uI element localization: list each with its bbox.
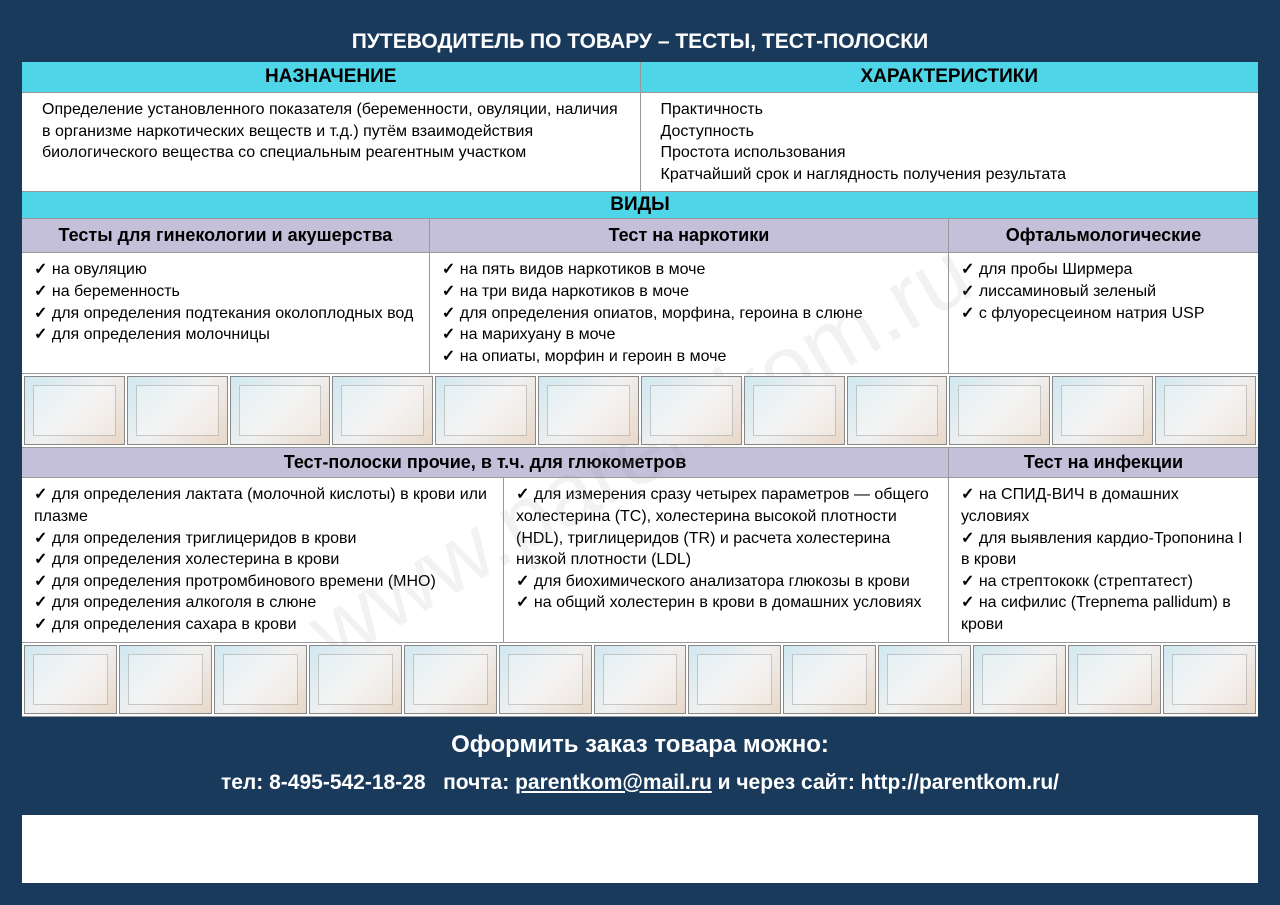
header-ophthal: Офтальмологические xyxy=(949,219,1258,252)
page-container: www.parentkom.ru ПУТЕВОДИТЕЛЬ ПО ТОВАРУ … xyxy=(0,0,1280,905)
product-thumbnail xyxy=(230,376,331,445)
product-thumbnail xyxy=(1155,376,1256,445)
product-image-strip-1 xyxy=(22,374,1258,448)
top-header-row: НАЗНАЧЕНИЕ ХАРАКТЕРИСТИКИ xyxy=(22,62,1258,93)
list-item: на общий холестерин в крови в домашних у… xyxy=(516,592,936,614)
product-thumbnail xyxy=(1068,645,1161,714)
purpose-text: Определение установленного показателя (б… xyxy=(22,93,641,191)
list-item: для определения протромбинового времени … xyxy=(34,571,491,593)
header-drugs: Тест на наркотики xyxy=(430,219,949,252)
list-item: с флуоресцеином натрия USP xyxy=(961,303,1246,325)
header-strips: Тест-полоски прочие, в т.ч. для глюкомет… xyxy=(22,448,949,477)
list-item: для определения триглицеридов в крови xyxy=(34,528,491,550)
tel-number: 8-495-542-18-28 xyxy=(269,771,425,794)
list-item: для определения лактата (молочной кислот… xyxy=(34,484,491,527)
characteristics-list: Практичность Доступность Простота исполь… xyxy=(641,93,1259,191)
list-item: на овуляцию xyxy=(34,259,417,281)
header-characteristics: ХАРАКТЕРИСТИКИ xyxy=(641,62,1259,92)
ophthal-list: для пробы Ширмера лиссаминовый зеленый с… xyxy=(949,253,1258,373)
types-header: ВИДЫ xyxy=(22,192,1258,219)
strips-list-2: для измерения сразу четырех параметров —… xyxy=(504,478,949,641)
drugs-list: на пять видов наркотиков в моче на три в… xyxy=(430,253,949,373)
category-body-row-2: для определения лактата (молочной кислот… xyxy=(22,478,1258,642)
characteristic-item: Доступность xyxy=(661,121,1239,143)
list-item: для определения подтекания околоплодных … xyxy=(34,303,417,325)
product-thumbnail xyxy=(783,645,876,714)
product-thumbnail xyxy=(1052,376,1153,445)
list-item: для пробы Ширмера xyxy=(961,259,1246,281)
list-item: для определения молочницы xyxy=(34,324,417,346)
product-thumbnail xyxy=(499,645,592,714)
list-item: на три вида наркотиков в моче xyxy=(442,281,936,303)
list-item: на опиаты, морфин и героин в моче xyxy=(442,346,936,368)
product-thumbnail xyxy=(435,376,536,445)
category-body-row-1: на овуляцию на беременность для определе… xyxy=(22,253,1258,374)
infections-list: на СПИД-ВИЧ в домашних условиях для выяв… xyxy=(949,478,1258,641)
site-label: и через сайт: xyxy=(718,771,855,794)
site-url[interactable]: http://parentkom.ru/ xyxy=(861,771,1059,794)
strips-list-1: для определения лактата (молочной кислот… xyxy=(22,478,504,641)
gyneco-list: на овуляцию на беременность для определе… xyxy=(22,253,430,373)
characteristic-item: Практичность xyxy=(661,99,1239,121)
product-thumbnail xyxy=(641,376,742,445)
characteristic-item: Простота использования xyxy=(661,142,1239,164)
footer-contact-line: тел: 8-495-542-18-28 почта: parentkom@ma… xyxy=(22,771,1258,795)
header-infections: Тест на инфекции xyxy=(949,448,1258,477)
product-thumbnail xyxy=(1163,645,1256,714)
list-item: для выявления кардио-Тропонина I в крови xyxy=(961,528,1246,571)
list-item: для определения опиатов, морфина, героин… xyxy=(442,303,936,325)
list-item: на СПИД-ВИЧ в домашних условиях xyxy=(961,484,1246,527)
header-gyneco: Тесты для гинекологии и акушерства xyxy=(22,219,430,252)
product-thumbnail xyxy=(744,376,845,445)
mail-address[interactable]: parentkom@mail.ru xyxy=(515,771,712,794)
product-thumbnail xyxy=(404,645,497,714)
list-item: на сифилис (Trepnema pallidum) в крови xyxy=(961,592,1246,635)
list-item: для определения сахара в крови xyxy=(34,614,491,636)
list-item: для определения алкоголя в слюне xyxy=(34,592,491,614)
list-item: на стрептококк (стрептатест) xyxy=(961,571,1246,593)
product-thumbnail xyxy=(594,645,687,714)
product-thumbnail xyxy=(119,645,212,714)
product-thumbnail xyxy=(847,376,948,445)
product-thumbnail xyxy=(538,376,639,445)
list-item: для биохимического анализатора глюкозы в… xyxy=(516,571,936,593)
product-image-strip-2 xyxy=(22,643,1258,717)
product-thumbnail xyxy=(127,376,228,445)
product-thumbnail xyxy=(309,645,402,714)
characteristic-item: Кратчайший срок и наглядность получения … xyxy=(661,164,1239,186)
product-thumbnail xyxy=(949,376,1050,445)
header-purpose: НАЗНАЧЕНИЕ xyxy=(22,62,641,92)
list-item: на беременность xyxy=(34,281,417,303)
product-thumbnail xyxy=(24,376,125,445)
footer-heading: Оформить заказ товара можно: xyxy=(22,731,1258,759)
list-item: на пять видов наркотиков в моче xyxy=(442,259,936,281)
top-body-row: Определение установленного показателя (б… xyxy=(22,93,1258,192)
list-item: для измерения сразу четырех параметров —… xyxy=(516,484,936,570)
category-header-row-1: Тесты для гинекологии и акушерства Тест … xyxy=(22,219,1258,253)
product-thumbnail xyxy=(973,645,1066,714)
product-thumbnail xyxy=(878,645,971,714)
list-item: для определения холестерина в крови xyxy=(34,549,491,571)
page-title: ПУТЕВОДИТЕЛЬ ПО ТОВАРУ – ТЕСТЫ, ТЕСТ-ПОЛ… xyxy=(22,22,1258,62)
product-thumbnail xyxy=(214,645,307,714)
product-thumbnail xyxy=(24,645,117,714)
list-item: лиссаминовый зеленый xyxy=(961,281,1246,303)
footer: Оформить заказ товара можно: тел: 8-495-… xyxy=(22,717,1258,815)
mail-label: почта: xyxy=(443,771,509,794)
tel-label: тел: xyxy=(221,771,263,794)
product-thumbnail xyxy=(688,645,781,714)
product-thumbnail xyxy=(332,376,433,445)
list-item: на марихуану в моче xyxy=(442,324,936,346)
category-header-row-2: Тест-полоски прочие, в т.ч. для глюкомет… xyxy=(22,448,1258,478)
